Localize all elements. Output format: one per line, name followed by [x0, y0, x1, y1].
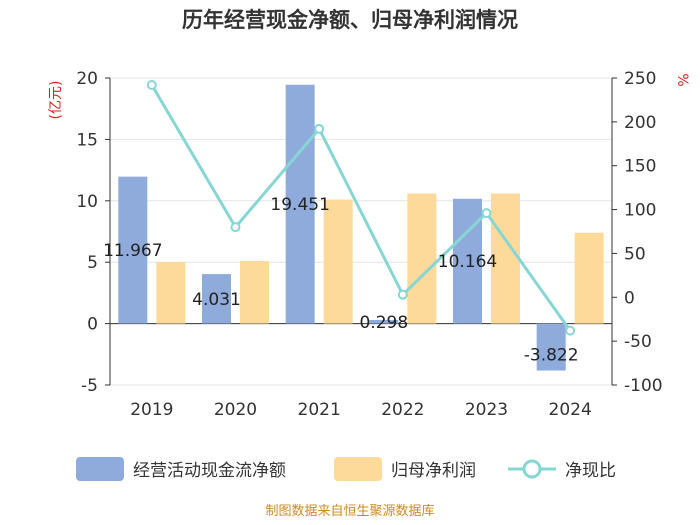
ratio-point — [565, 325, 576, 336]
x-tick-label: 2019 — [130, 400, 173, 420]
bars — [118, 84, 604, 371]
bar-profit — [156, 262, 186, 324]
ratio-point — [397, 289, 408, 300]
left-tick-label: 0 — [87, 315, 98, 335]
bar-profit — [240, 260, 269, 324]
bar-profit — [491, 193, 520, 324]
right-tick-label: 200 — [624, 113, 656, 133]
bar-cashflow — [118, 176, 148, 324]
data-label-cashflow: 19.451 — [270, 195, 329, 215]
x-tick-label: 2020 — [214, 400, 257, 420]
x-tick-label: 2023 — [465, 400, 508, 420]
right-axis-unit: % — [674, 73, 690, 86]
bar-cashflow — [369, 319, 399, 324]
data-labels: 11.967 4.031 19.451 0.298 10.164 -3.822 — [103, 195, 578, 365]
legend-label-ratio: 净现比 — [565, 461, 616, 481]
right-tick-label: 250 — [624, 69, 656, 89]
data-label-cashflow: 4.031 — [192, 290, 241, 310]
left-tick-label: -5 — [81, 376, 98, 396]
legend-swatch-cashflow — [76, 457, 124, 481]
ratio-point — [314, 123, 325, 134]
source-note: 制图数据来自恒生聚源数据库 — [265, 503, 434, 519]
left-tick-label: 10 — [76, 192, 98, 212]
bar-profit — [574, 232, 604, 324]
bar-cashflow — [536, 323, 566, 371]
data-label-cashflow: 0.298 — [359, 313, 408, 333]
legend-swatch-ratio-marker — [522, 459, 542, 479]
bar-cashflow — [453, 198, 482, 324]
ratio-point — [230, 222, 241, 233]
data-label-cashflow: -3.822 — [524, 346, 579, 366]
right-axis-ticks: 250 200 150 100 50 0 -50 -100 — [612, 69, 663, 396]
ratio-point — [146, 80, 157, 91]
left-axis-ticks: 20 15 10 5 0 -5 — [76, 69, 110, 396]
legend-label-cashflow: 经营活动现金流净额 — [133, 461, 286, 481]
x-axis-ticks: 2019 2020 2021 2022 2023 2024 — [130, 400, 592, 420]
bar-profit — [323, 199, 353, 324]
legend-swatch-profit — [334, 457, 382, 481]
ratio-point — [481, 208, 492, 219]
right-tick-label: 50 — [624, 244, 646, 264]
x-tick-label: 2024 — [549, 400, 592, 420]
right-tick-label: -50 — [624, 332, 652, 352]
left-axis-unit: (亿元) — [48, 81, 64, 120]
left-tick-label: 5 — [87, 253, 98, 273]
bar-cashflow — [202, 274, 231, 324]
legend: 经营活动现金流净额 归母净利润 净现比 — [76, 457, 616, 481]
data-label-cashflow: 10.164 — [438, 252, 497, 272]
left-tick-label: 15 — [76, 130, 98, 150]
right-tick-label: -100 — [624, 376, 663, 396]
chart-title: 历年经营现金净额、归母净利润情况 — [182, 8, 518, 32]
ratio-line — [146, 80, 576, 336]
bar-profit — [407, 193, 437, 324]
x-tick-label: 2021 — [298, 400, 341, 420]
left-tick-label: 20 — [76, 69, 98, 89]
right-tick-label: 100 — [624, 201, 656, 221]
bar-cashflow — [285, 84, 315, 324]
right-tick-label: 0 — [624, 288, 635, 308]
right-tick-label: 150 — [624, 157, 656, 177]
legend-label-profit: 归母净利润 — [391, 461, 476, 481]
ratio-series-line — [150, 84, 572, 332]
axes — [109, 78, 613, 385]
x-tick-label: 2022 — [381, 400, 424, 420]
data-label-cashflow: 11.967 — [103, 241, 162, 261]
